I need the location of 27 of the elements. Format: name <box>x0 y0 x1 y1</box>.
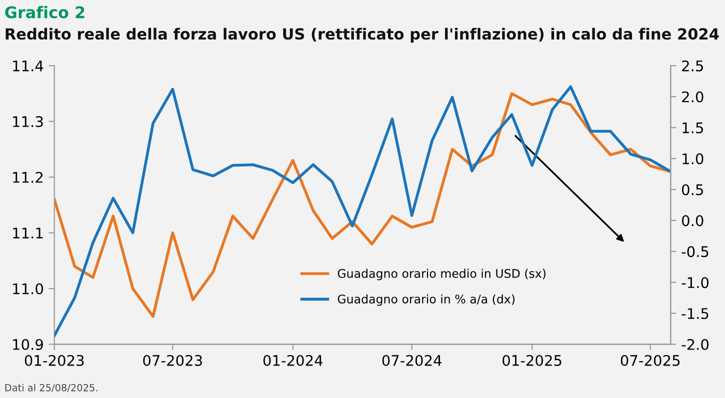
x-tick-label: 01-2024 <box>263 354 323 366</box>
y2-tick-label: -0.5 <box>682 246 708 258</box>
legend-label: Guadagno orario in % a/a (dx) <box>338 294 514 306</box>
y-tick-label: 11.3 <box>13 116 43 128</box>
text: Dati al 25/08/2025. <box>5 384 98 392</box>
y-tick-label: 11.0 <box>13 283 43 294</box>
y2-tick-label: 1.5 <box>682 122 703 134</box>
y2-tick-label: -1.0 <box>682 277 709 288</box>
y-tick-label: 11.2 <box>13 172 42 183</box>
y2-tick-label: 2.0 <box>682 91 704 102</box>
x-tick-label: 01-2023 <box>24 354 84 366</box>
y2-tick-label: 1.0 <box>682 153 704 164</box>
y-tick-label: 11.1 <box>13 228 43 238</box>
chart-title: Grafico 2 <box>5 6 84 18</box>
y2-tick-label: -2.0 <box>682 338 709 350</box>
legend-label: Guadagno orario medio in USD (sx) <box>338 268 546 280</box>
x-tick-label: 01-2025 <box>502 354 562 366</box>
x-tick-label: 07-2023 <box>143 354 202 366</box>
y2-tick-label: 2.5 <box>682 60 703 72</box>
y2-tick-label: 0.5 <box>682 184 703 196</box>
x-tick-label: 07-2025 <box>620 354 680 366</box>
y2-tick-label: -1.5 <box>682 308 708 320</box>
y-tick-label: 10.9 <box>13 338 43 350</box>
y-tick-label: 11.4 <box>13 60 44 72</box>
y2-tick-label: 0.0 <box>682 215 704 226</box>
x-tick-label: 07-2024 <box>382 354 442 366</box>
chart-subtitle: Reddito reale della forza lavoro US (rettificato per l'inflazione) in calo da fine 2024 <box>6 28 719 43</box>
